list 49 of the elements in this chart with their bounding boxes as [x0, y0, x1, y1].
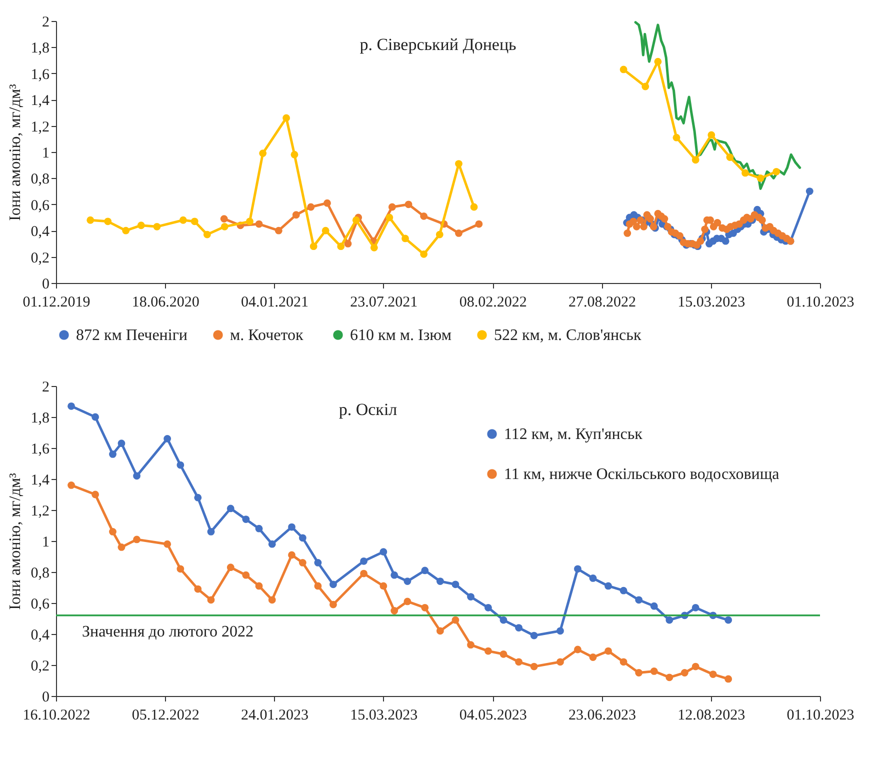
y-axis-title: Іони амонію, мг/дм³: [6, 84, 24, 221]
y-tick-label: 1,4: [30, 472, 50, 488]
y-tick-label: 1,6: [30, 66, 50, 83]
legend-label: 610 км м. Ізюм: [350, 327, 452, 344]
y-tick-label: 0: [42, 690, 50, 706]
x-tick-label: 04.05.2023: [459, 708, 527, 724]
ref-line-label: Значення до лютого 2022: [82, 623, 254, 640]
x-tick-label: 15.03.2023: [350, 708, 418, 724]
x-tick-label: 16.10.2022: [22, 708, 90, 724]
x-tick-label: 08.02.2022: [459, 294, 527, 310]
text: р. Оскіл: [338, 400, 398, 419]
legend-label: 11 км, нижче Оскільського водосховища: [504, 466, 780, 483]
x-tick-label: 05.12.2022: [132, 708, 200, 724]
x-tick-label: 15.03.2023: [678, 294, 746, 310]
y-tick-label: 0: [42, 276, 50, 292]
x-tick-label: 27.08.2022: [568, 294, 636, 310]
x-tick-label: 01.10.2023: [786, 708, 854, 724]
y-tick-label: 1,2: [30, 119, 50, 136]
y-tick-label: 1,2: [30, 504, 50, 520]
y-tick-label: 0,2: [30, 658, 50, 674]
x-tick-label: 23.06.2023: [568, 708, 636, 724]
y-tick-label: 2: [42, 14, 50, 30]
y-tick-label: 0,8: [30, 566, 50, 582]
x-tick-label: 01.10.2023: [786, 294, 854, 310]
y-tick-label: 0,4: [30, 628, 50, 644]
x-tick-label: 23.07.2021: [350, 294, 418, 310]
y-tick-label: 0,4: [30, 224, 50, 240]
y-tick-label: 1,8: [30, 410, 50, 426]
y-tick-label: 1,8: [30, 40, 50, 57]
y-axis-title: Іони амонію, мг/дм³: [6, 472, 24, 610]
x-tick-label: 01.12.2019: [22, 294, 90, 310]
legend-label: 872 км Печеніги: [76, 327, 188, 344]
x-tick-label: 18.06.2020: [132, 294, 200, 310]
legend-label: 522 км, м. Слов'янськ: [494, 327, 642, 344]
x-tick-label: 12.08.2023: [678, 708, 746, 724]
legend-label: м. Кочеток: [230, 327, 304, 344]
y-tick-label: 1: [42, 146, 50, 162]
x-tick-label: 24.01.2023: [241, 708, 309, 724]
y-tick-label: 0,6: [30, 198, 50, 214]
y-tick-label: 1,4: [30, 93, 50, 110]
y-tick-label: 0,2: [30, 250, 50, 266]
y-tick-label: 0,6: [30, 596, 50, 612]
text: р. Сіверський Донець: [360, 35, 517, 54]
y-tick-label: 0,8: [30, 172, 50, 188]
legend-label: 112 км, м. Куп'янськ: [504, 426, 643, 443]
y-tick-label: 1: [42, 534, 50, 550]
y-tick-label: 1,6: [30, 442, 50, 458]
y-tick-label: 2: [42, 380, 50, 396]
x-tick-label: 04.01.2021: [241, 294, 309, 310]
